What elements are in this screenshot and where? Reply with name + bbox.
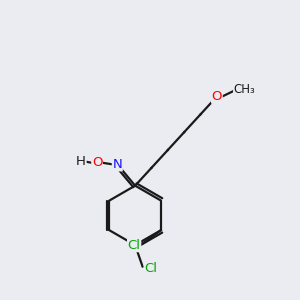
Text: H: H [76,155,86,168]
Text: CH₃: CH₃ [234,83,255,96]
Text: O: O [92,156,102,169]
Text: N: N [112,158,122,171]
Text: Cl: Cl [128,238,141,252]
Text: Cl: Cl [144,262,158,275]
Text: O: O [212,90,222,103]
